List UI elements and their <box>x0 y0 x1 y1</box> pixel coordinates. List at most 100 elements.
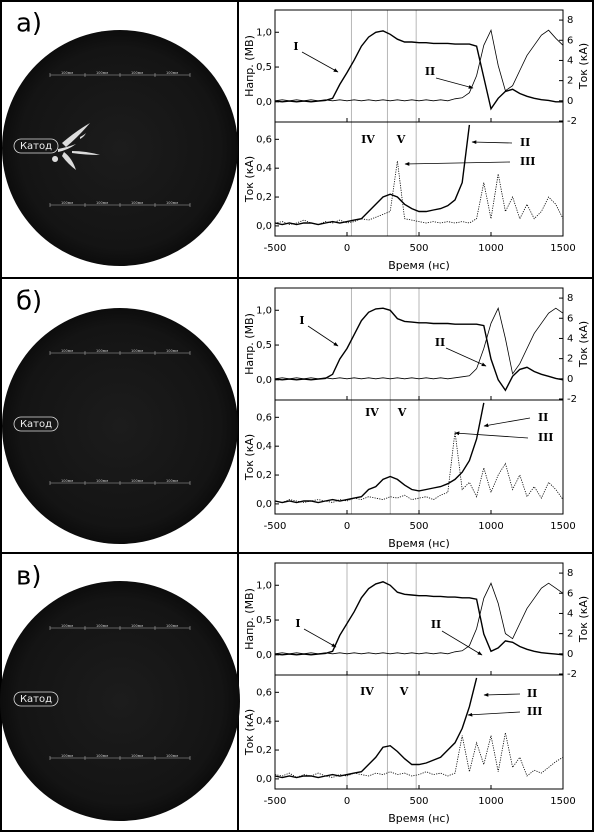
photo-disc <box>0 581 240 821</box>
scale-label: 100мм <box>61 754 73 758</box>
y-tick-label: 0,4 <box>256 716 272 727</box>
scale-label: 100мм <box>166 71 178 75</box>
y2-tick-label: 2 <box>567 629 573 640</box>
discharge-glow <box>62 152 76 170</box>
y-tick-label: 0,6 <box>256 134 272 145</box>
x-tick-label: -500 <box>264 243 287 254</box>
annotation: I <box>295 617 300 630</box>
photo-disc <box>2 308 238 544</box>
annotation: IV <box>360 685 374 698</box>
y2-tick-label: 2 <box>567 354 573 365</box>
plot-frame <box>274 9 564 123</box>
y-tick-label: 1,0 <box>256 580 272 591</box>
annotation-arrow <box>483 417 531 428</box>
y2-tick-label: 4 <box>567 333 573 344</box>
cathode-label: Катод <box>20 694 52 705</box>
panel-label: б) <box>16 287 42 317</box>
scale-label: 100мм <box>61 201 73 205</box>
scale-label: 100мм <box>96 201 108 205</box>
y2-tick-label: 8 <box>567 15 573 26</box>
y-tick-label: 0,5 <box>256 340 272 351</box>
annotation: II <box>425 65 435 78</box>
y-tick-label: 0,2 <box>256 745 272 756</box>
y2-axis-label: Ток (кА) <box>577 43 590 90</box>
discharge-glow <box>58 144 76 152</box>
data-line <box>274 402 485 504</box>
data-line <box>274 28 564 102</box>
y-tick-label: 0,5 <box>256 62 272 73</box>
scale-label: 100мм <box>166 624 178 628</box>
scale-label: 100мм <box>61 479 73 483</box>
data-line <box>274 582 564 655</box>
scale-label: 100мм <box>96 349 108 353</box>
data-line <box>274 30 563 111</box>
annotation-arrow <box>471 140 513 145</box>
scale-label: 100мм <box>166 201 178 205</box>
annotation: V <box>397 406 407 419</box>
y-axis-label: Ток (кА) <box>243 434 256 481</box>
annotation: V <box>399 685 409 698</box>
y-tick-label: 0,0 <box>256 774 272 785</box>
y-tick-label: 0,4 <box>256 163 272 174</box>
x-tick-label: -500 <box>264 521 287 532</box>
y2-tick-label: 8 <box>567 293 573 304</box>
x-tick-label: 1500 <box>550 521 575 532</box>
y-tick-label: 0,0 <box>256 375 272 386</box>
x-tick-label: -500 <box>264 796 287 807</box>
y-tick-label: 0,2 <box>256 192 272 203</box>
panel-label: а) <box>16 9 42 39</box>
y2-tick-label: 2 <box>567 76 573 87</box>
x-tick-label: 0 <box>344 521 350 532</box>
annotation: I <box>299 314 304 327</box>
y-tick-label: 1,0 <box>256 305 272 316</box>
y-axis-label: Напр. (МВ) <box>243 313 256 375</box>
y2-tick-label: 4 <box>567 55 573 66</box>
scale-label: 100мм <box>96 479 108 483</box>
x-tick-label: 1000 <box>478 796 503 807</box>
scale-label: 100мм <box>61 624 73 628</box>
y2-tick-label: -2 <box>567 116 577 127</box>
y2-axis-label: Ток (кА) <box>577 321 590 368</box>
scale-label: 100мм <box>96 754 108 758</box>
annotation-arrow <box>303 628 337 648</box>
y2-tick-label: 0 <box>567 374 573 385</box>
plot-frame <box>274 674 564 790</box>
annotation-arrow <box>483 692 521 697</box>
y2-tick-label: 0 <box>567 96 573 107</box>
annotation: I <box>293 40 298 53</box>
y-tick-label: 0,5 <box>256 615 272 626</box>
scale-label: 100мм <box>131 201 143 205</box>
annotation-arrow <box>307 325 339 347</box>
scale-label: 100мм <box>96 624 108 628</box>
scale-label: 100мм <box>61 71 73 75</box>
annotation: II <box>538 411 548 424</box>
scale-label: 100мм <box>131 349 143 353</box>
x-tick-label: 500 <box>409 243 428 254</box>
x-axis-label: Время (нс) <box>388 537 450 550</box>
x-tick-label: 500 <box>409 796 428 807</box>
x-tick-label: 500 <box>409 521 428 532</box>
y-axis-label: Ток (кА) <box>243 709 256 756</box>
annotation-arrow <box>445 347 487 367</box>
y-tick-label: 0,0 <box>256 650 272 661</box>
y-tick-label: 1,0 <box>256 27 272 38</box>
data-line <box>274 124 471 226</box>
annotation: IV <box>365 406 379 419</box>
scale-label: 100мм <box>166 349 178 353</box>
y2-tick-label: 4 <box>567 608 573 619</box>
y2-tick-label: 6 <box>567 35 573 46</box>
x-tick-label: 1000 <box>478 521 503 532</box>
annotation: II <box>431 618 441 631</box>
cathode-tag <box>13 416 59 432</box>
y-tick-label: 0,4 <box>256 441 272 452</box>
scale-label: 100мм <box>96 71 108 75</box>
scale-label: 100мм <box>166 754 178 758</box>
discharge-glow <box>80 133 86 139</box>
y-axis-label: Напр. (МВ) <box>243 35 256 97</box>
scale-label: 100мм <box>166 479 178 483</box>
